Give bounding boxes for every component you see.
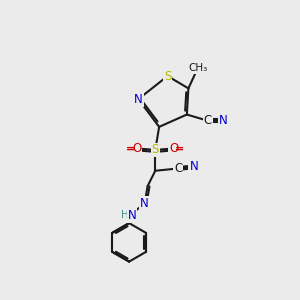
Text: CH₃: CH₃ xyxy=(188,63,207,73)
Text: S: S xyxy=(152,143,159,157)
Text: C: C xyxy=(174,162,182,175)
Text: =: = xyxy=(175,144,184,154)
Text: H: H xyxy=(122,210,129,220)
Text: =: = xyxy=(126,144,135,154)
Text: C: C xyxy=(203,114,212,127)
Text: N: N xyxy=(219,114,227,127)
Text: N: N xyxy=(140,197,149,210)
Text: N: N xyxy=(134,93,143,106)
Text: N: N xyxy=(189,160,198,173)
Text: O: O xyxy=(169,142,178,155)
Text: O: O xyxy=(132,142,141,155)
Text: N: N xyxy=(128,209,136,222)
Text: S: S xyxy=(164,70,171,83)
